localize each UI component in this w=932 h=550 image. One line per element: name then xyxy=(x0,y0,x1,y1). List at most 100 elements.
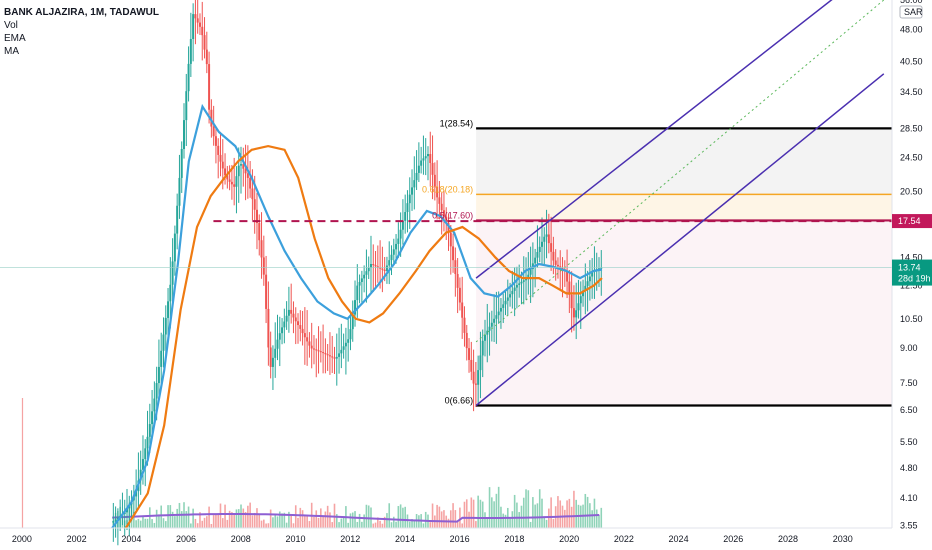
candle-body xyxy=(167,301,170,318)
volume-bar xyxy=(381,523,384,528)
volume-bar xyxy=(545,519,548,528)
candle-body xyxy=(481,340,484,356)
price-tick-label: 9.00 xyxy=(900,343,918,353)
candle-body xyxy=(502,304,505,308)
volume-bar xyxy=(532,497,534,528)
volume-bar xyxy=(144,518,147,528)
volume-bar xyxy=(201,520,204,528)
candle-body xyxy=(422,158,425,161)
candle-body xyxy=(550,243,553,252)
volume-bar xyxy=(160,505,163,528)
legend-ma[interactable]: MA xyxy=(4,46,19,57)
candle-body xyxy=(586,281,589,286)
volume-bar xyxy=(324,511,327,528)
volume-bar xyxy=(180,511,183,528)
fib-zone-bottom xyxy=(476,220,892,406)
candle-body xyxy=(509,294,512,298)
volume-bar xyxy=(557,496,559,528)
volume-bar xyxy=(468,511,470,528)
candle-body xyxy=(317,350,320,352)
candle-body xyxy=(244,168,247,174)
candle-body xyxy=(235,176,238,187)
time-tick-label: 2018 xyxy=(504,534,524,544)
candle-body xyxy=(552,251,555,261)
time-tick-label: 2016 xyxy=(450,534,470,544)
volume-bar xyxy=(563,509,566,528)
volume-bar xyxy=(267,523,270,528)
candle-body xyxy=(406,203,409,213)
volume-bar xyxy=(221,518,224,528)
volume-bar xyxy=(436,504,438,528)
candle-body xyxy=(246,173,249,178)
candle-body xyxy=(495,315,498,319)
candle-body xyxy=(488,326,491,331)
candle-body xyxy=(572,308,575,318)
candle-body xyxy=(344,342,347,347)
chart-title: BANK ALJAZIRA, 1M, TADAWUL xyxy=(4,7,159,18)
volume-bar xyxy=(185,511,188,528)
time-tick-label: 2008 xyxy=(231,534,251,544)
candle-body xyxy=(287,309,290,316)
volume-bar xyxy=(429,522,432,528)
legend-ema[interactable]: EMA xyxy=(4,33,26,44)
candle-body xyxy=(249,177,252,189)
candle-body xyxy=(285,315,288,322)
volume-bar xyxy=(488,487,491,528)
volume-bar xyxy=(518,512,520,528)
candle-body xyxy=(518,283,521,285)
candle-body xyxy=(217,145,220,155)
volume-bar xyxy=(292,523,295,528)
candle-body xyxy=(554,260,557,265)
volume-bar xyxy=(294,505,297,528)
volume-bar xyxy=(340,518,343,528)
candle-body xyxy=(417,165,420,173)
candle-body xyxy=(230,181,233,185)
candle-body xyxy=(189,39,192,64)
volume-bar xyxy=(199,512,201,528)
candle-body xyxy=(379,267,382,269)
legend-vol[interactable]: Vol xyxy=(4,20,18,31)
candle-body xyxy=(155,383,158,399)
volume-bar xyxy=(285,522,288,528)
volume-bar xyxy=(493,501,495,528)
candle-body xyxy=(255,209,258,224)
candle-body xyxy=(399,229,402,239)
volume-bar xyxy=(299,507,302,528)
candle-body xyxy=(267,308,270,348)
time-tick-label: 2028 xyxy=(778,534,798,544)
candle-body xyxy=(470,359,473,372)
volume-bar xyxy=(374,522,377,528)
volume-bar xyxy=(171,511,174,528)
volume-bar xyxy=(329,512,331,528)
volume-bar xyxy=(568,498,571,528)
volume-bar xyxy=(491,497,493,528)
candle-body xyxy=(536,251,539,258)
candle-body xyxy=(499,307,502,312)
candle-body xyxy=(331,356,334,358)
candle-body xyxy=(506,297,509,301)
drawings[interactable]: 1(28.54) 0.618(20.18) 0.5(17.60) 0(6.66) xyxy=(0,0,892,407)
candle-body xyxy=(449,232,452,247)
candle-body xyxy=(600,267,603,269)
volume-bar xyxy=(431,503,434,528)
candle-body xyxy=(358,281,361,286)
price-tick-label: 7.50 xyxy=(900,378,918,388)
time-tick-label: 2020 xyxy=(559,534,579,544)
volume-bar xyxy=(550,497,552,528)
candle-body xyxy=(203,35,206,50)
candle-body xyxy=(458,287,461,303)
price-tick-label: 28.50 xyxy=(900,124,923,134)
candle-body xyxy=(591,271,594,277)
volume-bar xyxy=(133,511,135,528)
candle-body xyxy=(180,149,183,178)
volume-bar xyxy=(392,516,395,528)
volume-bar xyxy=(139,520,142,528)
currency-badge-label: SAR xyxy=(904,7,923,17)
candle-body xyxy=(144,448,147,460)
volume-bar xyxy=(484,512,486,528)
volume-bar xyxy=(212,515,215,528)
volume-bar xyxy=(304,515,306,528)
candle-body xyxy=(178,177,181,206)
candle-body xyxy=(294,317,297,322)
